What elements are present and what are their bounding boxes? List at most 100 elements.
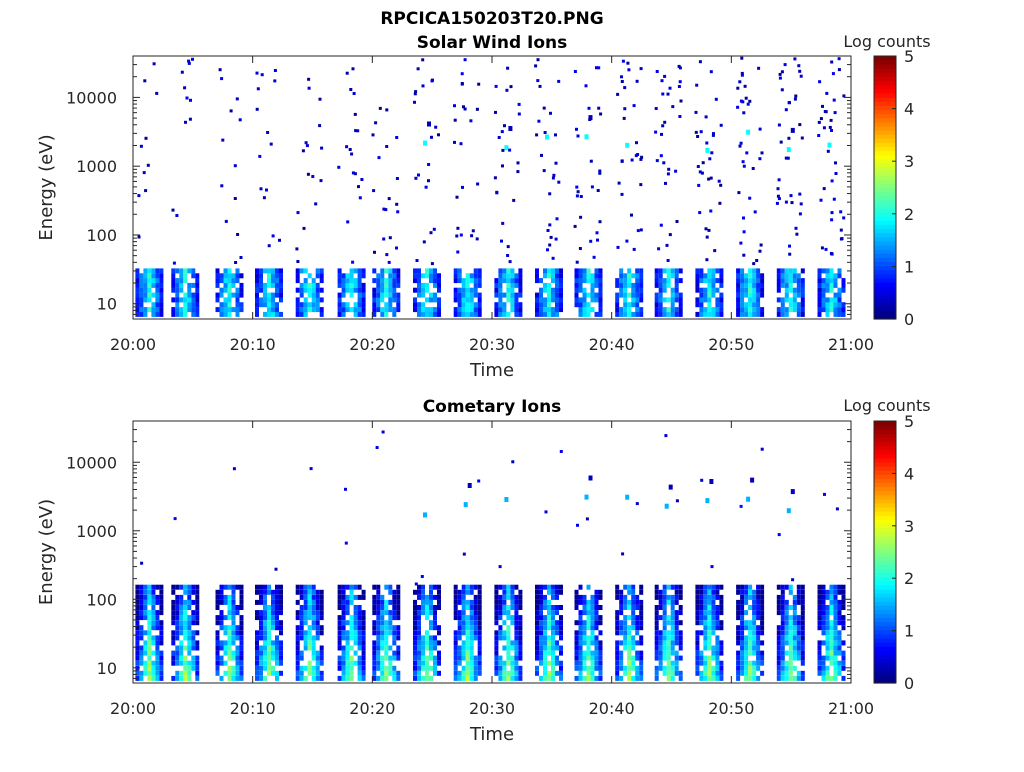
heatmap-cell [275, 670, 279, 676]
heatmap-cell [425, 610, 429, 616]
heatmap-cell [357, 273, 362, 279]
heatmap-cell [631, 635, 636, 641]
heatmap-cell [143, 273, 148, 279]
heatmap-cell [788, 650, 793, 656]
heatmap-cell [345, 584, 350, 590]
heatmap-cell [215, 589, 220, 595]
heatmap-cell [817, 302, 822, 308]
heatmap-cell [135, 307, 140, 313]
heatmap-cell [357, 615, 362, 621]
colorbar-segment [874, 539, 896, 545]
heatmap-cell [796, 278, 801, 284]
heatmap-cell [469, 615, 474, 621]
heatmap-cell [259, 670, 263, 676]
heatmap-cell [392, 675, 397, 681]
heatmap-cell [396, 635, 401, 641]
heatmap-cell [555, 670, 559, 676]
heatmap-cell [191, 635, 196, 641]
heatmap-cell [453, 630, 458, 636]
heatmap-cell [677, 85, 681, 88]
heatmap-cell [776, 665, 781, 671]
heatmap-cell [372, 302, 377, 308]
heatmap-cell [235, 278, 240, 284]
heatmap-cell [139, 660, 144, 666]
heatmap-cell [295, 311, 300, 317]
heatmap-cell [147, 665, 152, 671]
heatmap-cell [299, 292, 304, 298]
heatmap-cell [627, 273, 632, 279]
heatmap-cell [159, 297, 164, 303]
heatmap-cell [413, 650, 417, 656]
heatmap-cell [429, 297, 433, 303]
heatmap-cell [711, 670, 716, 676]
heatmap-cell [195, 302, 200, 308]
heatmap-cell [582, 605, 587, 610]
heatmap-cell [670, 599, 675, 605]
heatmap-cell [235, 610, 240, 616]
heatmap-cell [666, 311, 671, 317]
heatmap-cell [598, 282, 603, 288]
heatmap-cell [417, 605, 421, 610]
heatmap-cell [760, 584, 765, 590]
heatmap-cell [413, 675, 417, 681]
heatmap-cell [353, 630, 358, 636]
heatmap-cell [433, 640, 437, 646]
colorbar-segment [874, 191, 896, 197]
colorbar-tick-label: 5 [904, 47, 914, 66]
heatmap-cell [539, 287, 543, 293]
heatmap-cell [719, 123, 723, 127]
heatmap-cell [707, 625, 712, 631]
heatmap-cell [159, 610, 164, 616]
heatmap-cell [619, 650, 624, 656]
heatmap-cell [586, 645, 591, 651]
heatmap-cell [502, 665, 507, 671]
heatmap-cell [796, 620, 801, 626]
heatmap-cell [267, 645, 271, 651]
heatmap-cell [552, 173, 556, 177]
heatmap-cell [748, 292, 753, 298]
heatmap-cell [473, 660, 478, 666]
heatmap-cell [555, 625, 559, 631]
heatmap-cell [707, 640, 712, 646]
heatmap-cell [361, 268, 366, 274]
heatmap-cell [223, 297, 228, 303]
heatmap-cell [135, 615, 140, 621]
heatmap-cell [800, 620, 805, 626]
heatmap-cell [739, 141, 743, 145]
heatmap-cell [341, 278, 346, 284]
heatmap-cell [239, 599, 244, 605]
heatmap-cell [429, 311, 433, 317]
heatmap-cell [255, 655, 259, 661]
heatmap-cell [135, 660, 140, 666]
heatmap-cell [514, 302, 519, 308]
heatmap-cell [303, 605, 308, 610]
heatmap-cell [756, 311, 761, 317]
heatmap-cell [674, 311, 679, 317]
heatmap-cell [719, 610, 724, 616]
heatmap-cell [615, 660, 620, 666]
heatmap-cell [740, 73, 744, 77]
heatmap-cell [457, 273, 462, 279]
heatmap-cell [666, 640, 671, 646]
heatmap-cell [299, 675, 304, 681]
heatmap-cell [780, 589, 785, 595]
heatmap-cell [346, 220, 350, 224]
heatmap-cell [619, 625, 624, 631]
heatmap-cell [337, 282, 342, 288]
heatmap-cell [361, 620, 366, 626]
heatmap-cell [666, 92, 670, 96]
heatmap-cell [231, 650, 236, 656]
heatmap-cell [699, 589, 704, 595]
panel-title: Cometary Ions [423, 397, 562, 417]
heatmap-cell [457, 589, 462, 595]
heatmap-cell [574, 282, 579, 288]
y-tick-label: 10000 [66, 453, 117, 472]
heatmap-cell [341, 302, 346, 308]
heatmap-cell [475, 237, 479, 241]
heatmap-cell [800, 670, 805, 676]
heatmap-cell [639, 282, 644, 288]
heatmap-cell [574, 292, 579, 298]
heatmap-cell [825, 610, 830, 616]
heatmap-cell [155, 297, 160, 303]
heatmap-cell [598, 287, 603, 293]
